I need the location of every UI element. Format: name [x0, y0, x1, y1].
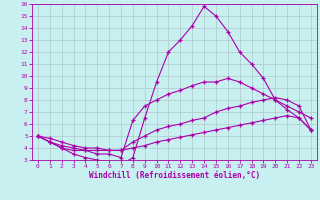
X-axis label: Windchill (Refroidissement éolien,°C): Windchill (Refroidissement éolien,°C): [89, 171, 260, 180]
